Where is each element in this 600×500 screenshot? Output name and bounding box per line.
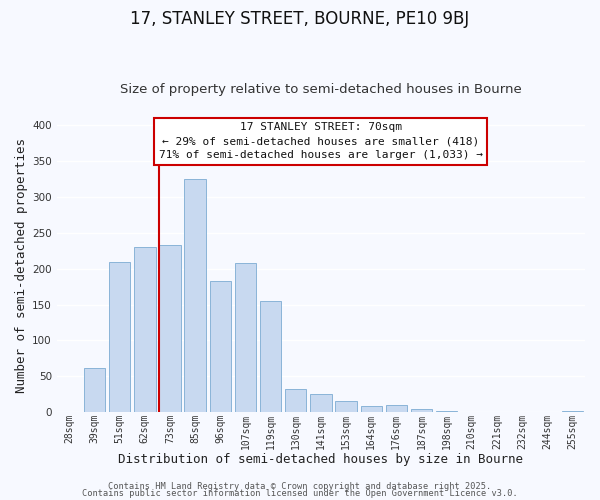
- Bar: [361, 406, 382, 412]
- Bar: [84, 368, 105, 412]
- Bar: [562, 411, 583, 412]
- Bar: [184, 179, 206, 412]
- Bar: [436, 411, 457, 412]
- Text: 17, STANLEY STREET, BOURNE, PE10 9BJ: 17, STANLEY STREET, BOURNE, PE10 9BJ: [130, 10, 470, 28]
- Title: Size of property relative to semi-detached houses in Bourne: Size of property relative to semi-detach…: [120, 83, 522, 96]
- Bar: [159, 245, 181, 412]
- Bar: [209, 281, 231, 412]
- Text: Contains HM Land Registry data © Crown copyright and database right 2025.: Contains HM Land Registry data © Crown c…: [109, 482, 491, 491]
- Bar: [335, 402, 357, 412]
- Bar: [260, 301, 281, 412]
- Text: 17 STANLEY STREET: 70sqm
← 29% of semi-detached houses are smaller (418)
71% of : 17 STANLEY STREET: 70sqm ← 29% of semi-d…: [159, 122, 483, 160]
- Bar: [109, 262, 130, 412]
- X-axis label: Distribution of semi-detached houses by size in Bourne: Distribution of semi-detached houses by …: [118, 453, 523, 466]
- Bar: [411, 410, 432, 412]
- Y-axis label: Number of semi-detached properties: Number of semi-detached properties: [15, 138, 28, 392]
- Bar: [310, 394, 332, 412]
- Bar: [386, 405, 407, 412]
- Text: Contains public sector information licensed under the Open Government Licence v3: Contains public sector information licen…: [82, 489, 518, 498]
- Bar: [285, 389, 307, 412]
- Bar: [235, 263, 256, 412]
- Bar: [134, 247, 155, 412]
